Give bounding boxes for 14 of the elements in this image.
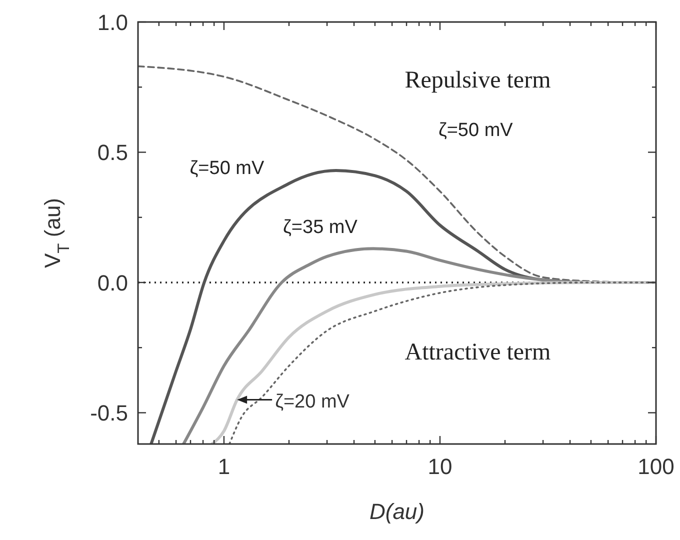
annotation: ζ=35 mV: [283, 217, 358, 238]
x-tick-label: 10: [428, 454, 452, 479]
y-tick-label: -0.5: [90, 400, 128, 426]
annotation: ζ=50 mV: [438, 120, 514, 141]
x-tick-label: 1: [218, 454, 230, 479]
x-axis-title: D(au): [369, 499, 425, 524]
x-tick-label: 100: [638, 454, 674, 479]
annotation: ζ=20 mV: [275, 392, 350, 413]
y-tick-label: 1.0: [97, 10, 128, 35]
annotation: Attractive term: [404, 340, 552, 366]
y-tick-label: 0.5: [97, 140, 128, 166]
annotation: ζ=50 mV: [190, 158, 265, 179]
y-tick-label: 0.0: [97, 270, 128, 296]
annotation: Repulsive term: [404, 67, 552, 94]
